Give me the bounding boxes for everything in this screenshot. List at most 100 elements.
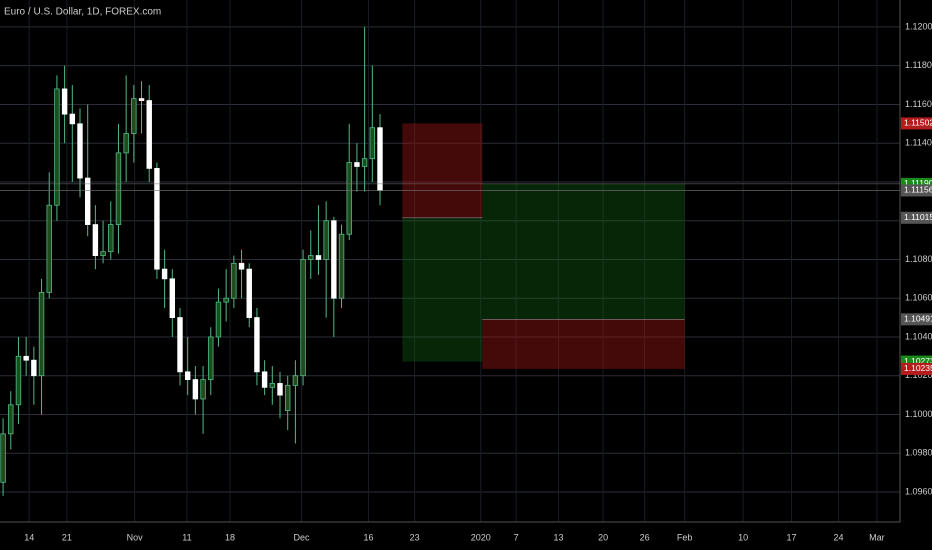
- candle-body: [338, 233, 345, 299]
- candle-body: [15, 355, 22, 406]
- candle-body: [184, 371, 191, 380]
- candle-body: [200, 379, 206, 400]
- price-label: 1.11190: [904, 178, 932, 188]
- y-tick-label: 1.09600: [905, 486, 932, 496]
- price-label-box: [901, 117, 932, 130]
- price-label: 1.11156: [904, 185, 932, 195]
- x-tick-label: 16: [363, 532, 373, 542]
- candle-body: [23, 355, 29, 361]
- x-tick-label: 26: [640, 532, 650, 542]
- y-tick-label: 1.11800: [905, 60, 932, 70]
- candle-body: [138, 98, 145, 101]
- x-tick-label: 20: [598, 532, 608, 542]
- x-tick-label: 18: [225, 532, 235, 542]
- candle-body: [331, 220, 337, 299]
- candle-body: [361, 158, 368, 167]
- candle-body: [269, 383, 276, 388]
- x-tick-label: 7: [514, 532, 519, 542]
- price-label: 1.11015: [904, 212, 932, 222]
- y-tick-label: 1.12000: [905, 21, 932, 31]
- candle-body: [308, 255, 314, 260]
- candle-body: [277, 383, 283, 396]
- price-label-box: [901, 211, 932, 224]
- y-tick-label: 1.10800: [905, 254, 932, 264]
- x-tick-label: 2020: [471, 532, 491, 542]
- candle-body: [261, 371, 268, 388]
- candle-body: [154, 167, 160, 270]
- candle-body: [238, 262, 245, 270]
- price-label: 1.10235: [904, 363, 932, 373]
- y-tick-label: 1.11400: [905, 138, 932, 148]
- candle-body: [223, 297, 229, 303]
- x-tick-label: Nov: [127, 532, 144, 542]
- price-label-box: [901, 362, 932, 375]
- x-tick-label: 23: [410, 532, 420, 542]
- x-tick-label: 24: [833, 532, 843, 542]
- y-tick-label: 1.09800: [905, 448, 932, 458]
- y-tick-label: 1.10600: [905, 293, 932, 303]
- candle-body: [354, 162, 360, 167]
- candle-body: [215, 301, 222, 338]
- candle-body: [292, 375, 299, 386]
- chart-title: Euro / U.S. Dollar, 1D, FOREX.com: [4, 7, 161, 18]
- price-label-box: [901, 184, 932, 197]
- y-tick-label: 1.11600: [905, 99, 932, 109]
- y-tick-label: 1.10000: [905, 409, 932, 419]
- candle-body: [208, 336, 214, 380]
- candle-body: [123, 133, 129, 154]
- x-tick-label: 14: [24, 532, 34, 542]
- candle-body: [323, 220, 329, 260]
- candle-body: [100, 251, 106, 256]
- candle-body: [38, 291, 45, 377]
- x-tick-label: Dec: [294, 532, 311, 542]
- x-tick-label: Feb: [677, 532, 693, 542]
- candle-body: [284, 384, 291, 411]
- candle-body: [346, 162, 352, 235]
- candle-body: [115, 152, 122, 225]
- x-tick-label: 10: [738, 532, 748, 542]
- candle-body: [131, 98, 137, 134]
- candle-body: [246, 268, 252, 318]
- candle-body: [231, 262, 237, 299]
- candle-body: [315, 255, 322, 260]
- candle-body: [146, 100, 152, 169]
- x-tick-label: Mar: [869, 532, 885, 542]
- candle-body: [169, 278, 176, 318]
- x-tick-label: 17: [787, 532, 797, 542]
- stop-zone: [402, 123, 483, 218]
- candle-body: [8, 404, 14, 435]
- price-label: 1.10491: [904, 314, 932, 324]
- candle-body: [84, 177, 91, 225]
- candle-body: [0, 433, 6, 483]
- candle-body: [192, 379, 199, 400]
- target-zone: [482, 183, 685, 320]
- candle-body: [54, 88, 60, 206]
- price-label: 1.10273: [904, 356, 932, 366]
- target-zone: [402, 217, 483, 362]
- candle-body: [61, 88, 68, 115]
- y-tick-label: 1.10400: [905, 331, 932, 341]
- candle-body: [46, 204, 52, 293]
- stop-zone: [482, 319, 685, 369]
- plot: [0, 0, 900, 522]
- candle-body: [300, 259, 306, 377]
- candle-body: [77, 123, 83, 179]
- price-label: 1.11502: [904, 118, 932, 128]
- candle-body: [377, 127, 383, 191]
- candle-body: [161, 268, 168, 280]
- x-tick-label: 11: [182, 532, 191, 542]
- candle-body: [92, 224, 99, 256]
- x-tick-label: 21: [62, 532, 72, 542]
- candle-body: [69, 113, 76, 125]
- y-tick-label: 1.10200: [905, 370, 932, 380]
- candle-body: [254, 317, 260, 373]
- x-tick-label: 13: [553, 532, 563, 542]
- candle-body: [31, 359, 37, 377]
- candle-body: [369, 127, 376, 160]
- price-label-box: [901, 313, 932, 326]
- candle-body: [177, 317, 183, 373]
- candle-body: [108, 224, 114, 253]
